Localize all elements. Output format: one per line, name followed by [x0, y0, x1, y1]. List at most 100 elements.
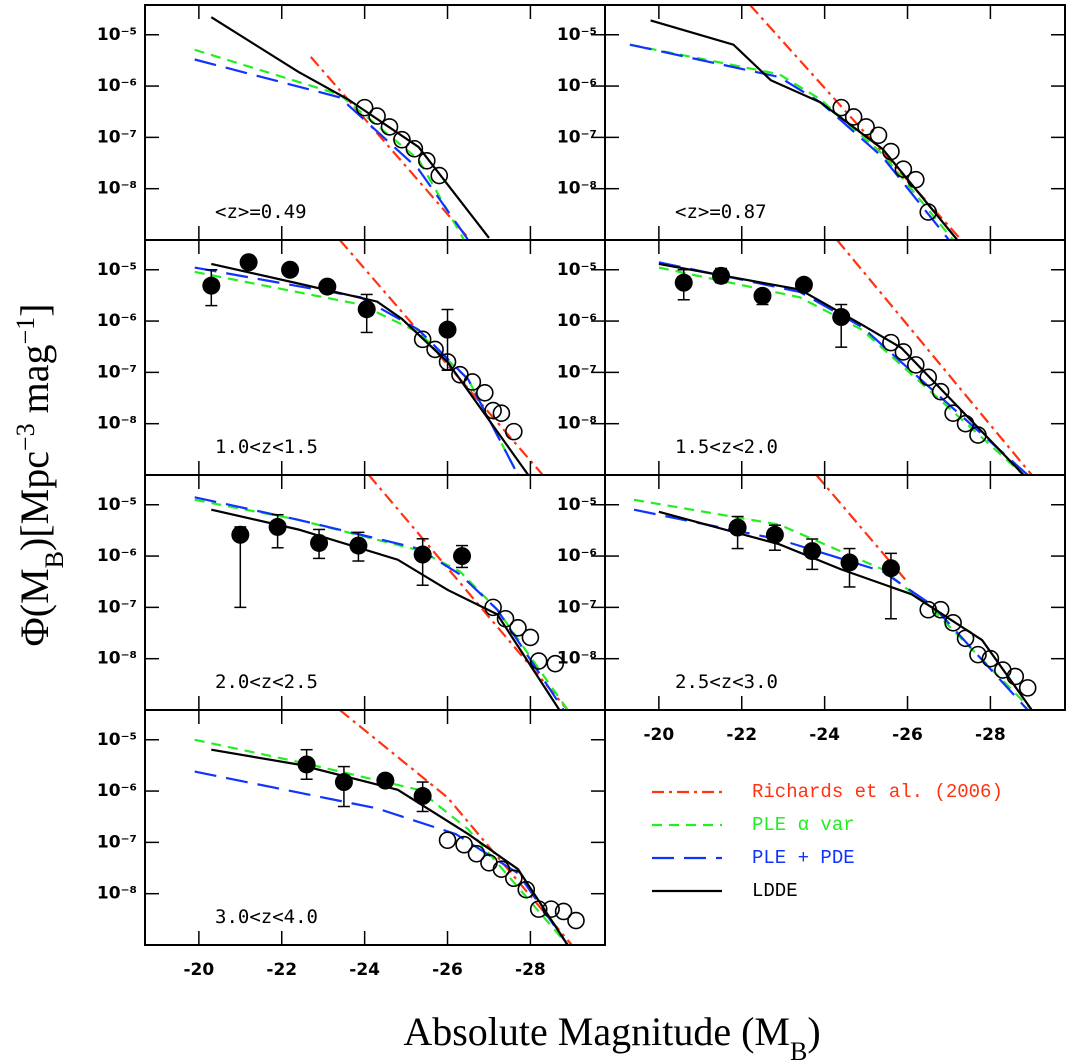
open-point [529, 900, 548, 918]
panel-label: <z>=0.49 [215, 201, 307, 223]
open-point [907, 356, 925, 374]
panel: 10⁻⁵ 10⁻⁶ 10⁻⁷ 10⁻⁸ -20 -22 -24 -26 -28 3.0<z<4.0 [97, 709, 606, 980]
open-point [505, 422, 523, 441]
open-point [355, 98, 374, 117]
filled-point [202, 276, 221, 295]
x-tick-label: -26 [892, 725, 923, 745]
open-point [455, 835, 473, 854]
legend-label: PLE + PDE [752, 847, 855, 869]
x-tick-label: -20 [644, 725, 675, 745]
y-tick-label: 10⁻⁵ [557, 495, 597, 515]
open-point [567, 911, 585, 930]
panel-frame [604, 239, 1066, 476]
panel: 10⁻⁵ 10⁻⁶ 10⁻⁷ 10⁻⁸ <z>=0.49 [97, 4, 606, 241]
y-tick-label: 10⁻⁶ [97, 546, 137, 566]
open-point [368, 107, 386, 125]
filled-point [712, 266, 731, 285]
open-point [1018, 679, 1037, 697]
open-point [919, 203, 938, 221]
open-point [919, 600, 938, 619]
y-tick-label: 10⁻⁸ [97, 414, 137, 434]
y-tick-label: 10⁻⁶ [97, 781, 137, 801]
y-tick-label: 10⁻⁶ [97, 311, 137, 331]
open-point [484, 401, 502, 420]
y-tick-label: 10⁻⁷ [97, 127, 137, 147]
y-axis-title-part: B [40, 551, 69, 568]
y-axis-title-part: −1 [11, 317, 40, 345]
y-tick-label: 10⁻⁶ [557, 546, 597, 566]
plot-area [658, 240, 1033, 475]
x-tick-label: -24 [349, 960, 380, 980]
filled-point [453, 547, 472, 566]
open-point [393, 130, 411, 149]
open-point [944, 614, 962, 632]
y-tick-label: 10⁻⁵ [97, 495, 137, 515]
model-line [194, 58, 470, 240]
filled-point [357, 300, 376, 319]
y-tick-label: 10⁻⁸ [97, 649, 137, 669]
open-point [496, 609, 515, 628]
model-line [658, 262, 1025, 475]
y-tick-label: 10⁻⁸ [97, 884, 137, 904]
model-line [650, 19, 959, 240]
x-axis-title-part: Absolute Magnitude (M [403, 1009, 790, 1054]
x-tick-label: -22 [266, 960, 297, 980]
y-tick-label: 10⁻⁵ [97, 25, 137, 45]
model-line [309, 56, 470, 239]
filled-point [310, 533, 329, 552]
model-line [658, 510, 1033, 710]
y-tick-label: 10⁻⁷ [97, 597, 137, 617]
open-point [476, 383, 494, 402]
open-point [1006, 667, 1025, 686]
y-tick-label: 10⁻⁸ [97, 179, 137, 199]
open-point [969, 645, 987, 664]
open-point [907, 170, 925, 189]
open-point [463, 373, 482, 391]
panel: 10⁻⁵ 10⁻⁶ 10⁻⁷ 10⁻⁸ 1.0<z<1.5 [97, 239, 606, 476]
y-tick-label: 10⁻⁷ [97, 362, 137, 382]
plot-area [633, 475, 1037, 710]
model-line [194, 770, 569, 945]
filled-point [438, 320, 457, 339]
open-point [542, 900, 560, 918]
panel-label: 3.0<z<4.0 [215, 906, 318, 928]
filled-point [376, 771, 395, 790]
panel-frame [144, 709, 606, 946]
filled-point [674, 273, 693, 292]
y-tick-label: 10⁻⁷ [557, 597, 597, 617]
y-tick-label: 10⁻⁵ [557, 260, 597, 280]
model-line [658, 266, 1025, 475]
open-point [430, 166, 449, 185]
y-axis-title-part: )[Mpc [12, 451, 57, 551]
y-tick-label: 10⁻⁸ [557, 649, 597, 669]
open-point [480, 853, 498, 872]
y-tick-label: 10⁻⁷ [557, 127, 597, 147]
open-point [484, 598, 502, 617]
open-point [832, 98, 851, 117]
x-axis-title-part: B [790, 1037, 807, 1061]
open-point [418, 151, 436, 170]
plot-area [629, 5, 963, 240]
panel-frame [604, 4, 1066, 241]
open-point [931, 382, 950, 401]
filled-point [840, 553, 859, 572]
legend-label: PLE α var [752, 814, 855, 836]
legend-label: LDDE [752, 880, 798, 902]
y-tick-label: 10⁻⁶ [557, 311, 597, 331]
open-point [492, 404, 511, 423]
open-point [956, 414, 975, 433]
open-point [931, 600, 950, 619]
open-point [919, 368, 938, 387]
y-tick-label: 10⁻⁵ [97, 260, 137, 280]
open-point [546, 654, 565, 673]
filled-point [318, 277, 337, 296]
x-tick-label: -24 [809, 725, 840, 745]
x-tick-label: -26 [432, 960, 463, 980]
y-axis-title: Φ(MB)[Mpc−3 mag−1] [11, 304, 69, 647]
open-point [869, 126, 888, 145]
open-point [956, 629, 975, 648]
open-point [380, 118, 399, 136]
legend-label: Richards et al. (2006) [752, 781, 1003, 803]
panel: 10⁻⁵ 10⁻⁶ 10⁻⁷ 10⁻⁸ <z>=0.87 [557, 4, 1066, 241]
y-tick-label: 10⁻⁷ [557, 362, 597, 382]
